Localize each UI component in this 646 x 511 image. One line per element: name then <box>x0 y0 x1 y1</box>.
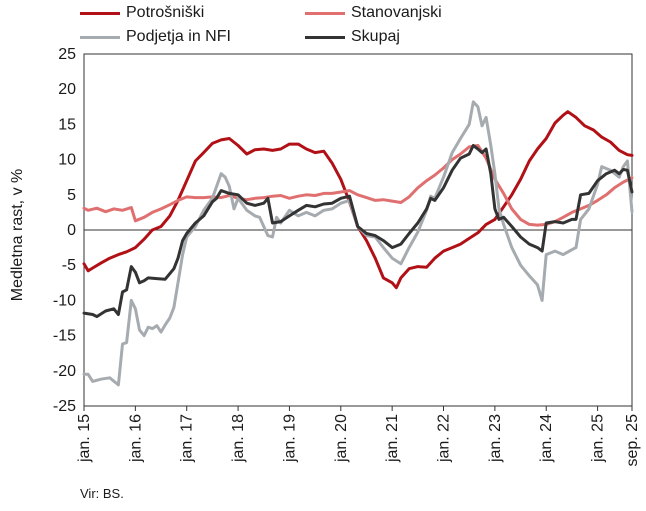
series-line-2 <box>82 100 634 387</box>
y-tick-label: 5 <box>67 187 76 204</box>
legend-label: Stanovanjski <box>351 4 442 21</box>
legend-label: Skupaj <box>351 28 400 45</box>
legend-swatch <box>80 35 120 39</box>
source-note: Vir: BS. <box>80 486 124 501</box>
x-tick-label: sep. 25 <box>624 414 641 467</box>
y-tick-label: -15 <box>53 328 76 345</box>
y-tick-label: 20 <box>58 81 76 98</box>
x-tick-label: jan. 22 <box>436 414 453 463</box>
x-tick-label: jan. 17 <box>179 414 196 463</box>
series-line-0 <box>82 110 634 290</box>
x-tick-label: jan. 15 <box>76 414 93 463</box>
x-tick-label: jan. 24 <box>538 414 555 463</box>
legend-item-potrosniski: Potrošniški <box>80 4 204 22</box>
y-tick-label: 0 <box>67 222 76 239</box>
y-tick-label: 15 <box>58 116 76 133</box>
y-tick-label: -25 <box>53 398 76 415</box>
legend-swatch <box>80 11 120 15</box>
x-tick-label: jan. 25 <box>590 414 607 463</box>
y-tick-label: 25 <box>58 46 76 63</box>
legend-item-podjetja: Podjetja in NFI <box>80 28 231 46</box>
x-tick-label: jan. 16 <box>127 414 144 463</box>
x-tick-label: jan. 20 <box>333 414 350 463</box>
x-tick-label: jan. 21 <box>384 414 401 463</box>
x-tick-label: jan. 23 <box>487 414 504 463</box>
legend-item-skupaj: Skupaj <box>305 28 400 46</box>
series-line-1 <box>82 144 634 227</box>
y-tick-label: -20 <box>53 363 76 380</box>
y-tick-label: 10 <box>58 152 76 169</box>
legend-label: Podjetja in NFI <box>126 28 231 45</box>
legend-label: Potrošniški <box>126 4 205 21</box>
y-tick-label: -10 <box>53 292 76 309</box>
y-tick-label: -5 <box>62 257 76 274</box>
series-line-3 <box>82 144 634 319</box>
legend-item-stanovanjski: Stanovanjski <box>305 4 442 22</box>
x-tick-label: jan. 19 <box>281 414 298 463</box>
legend-swatch <box>305 11 345 15</box>
legend-swatch <box>305 35 345 39</box>
x-tick-label: jan. 18 <box>230 414 247 463</box>
